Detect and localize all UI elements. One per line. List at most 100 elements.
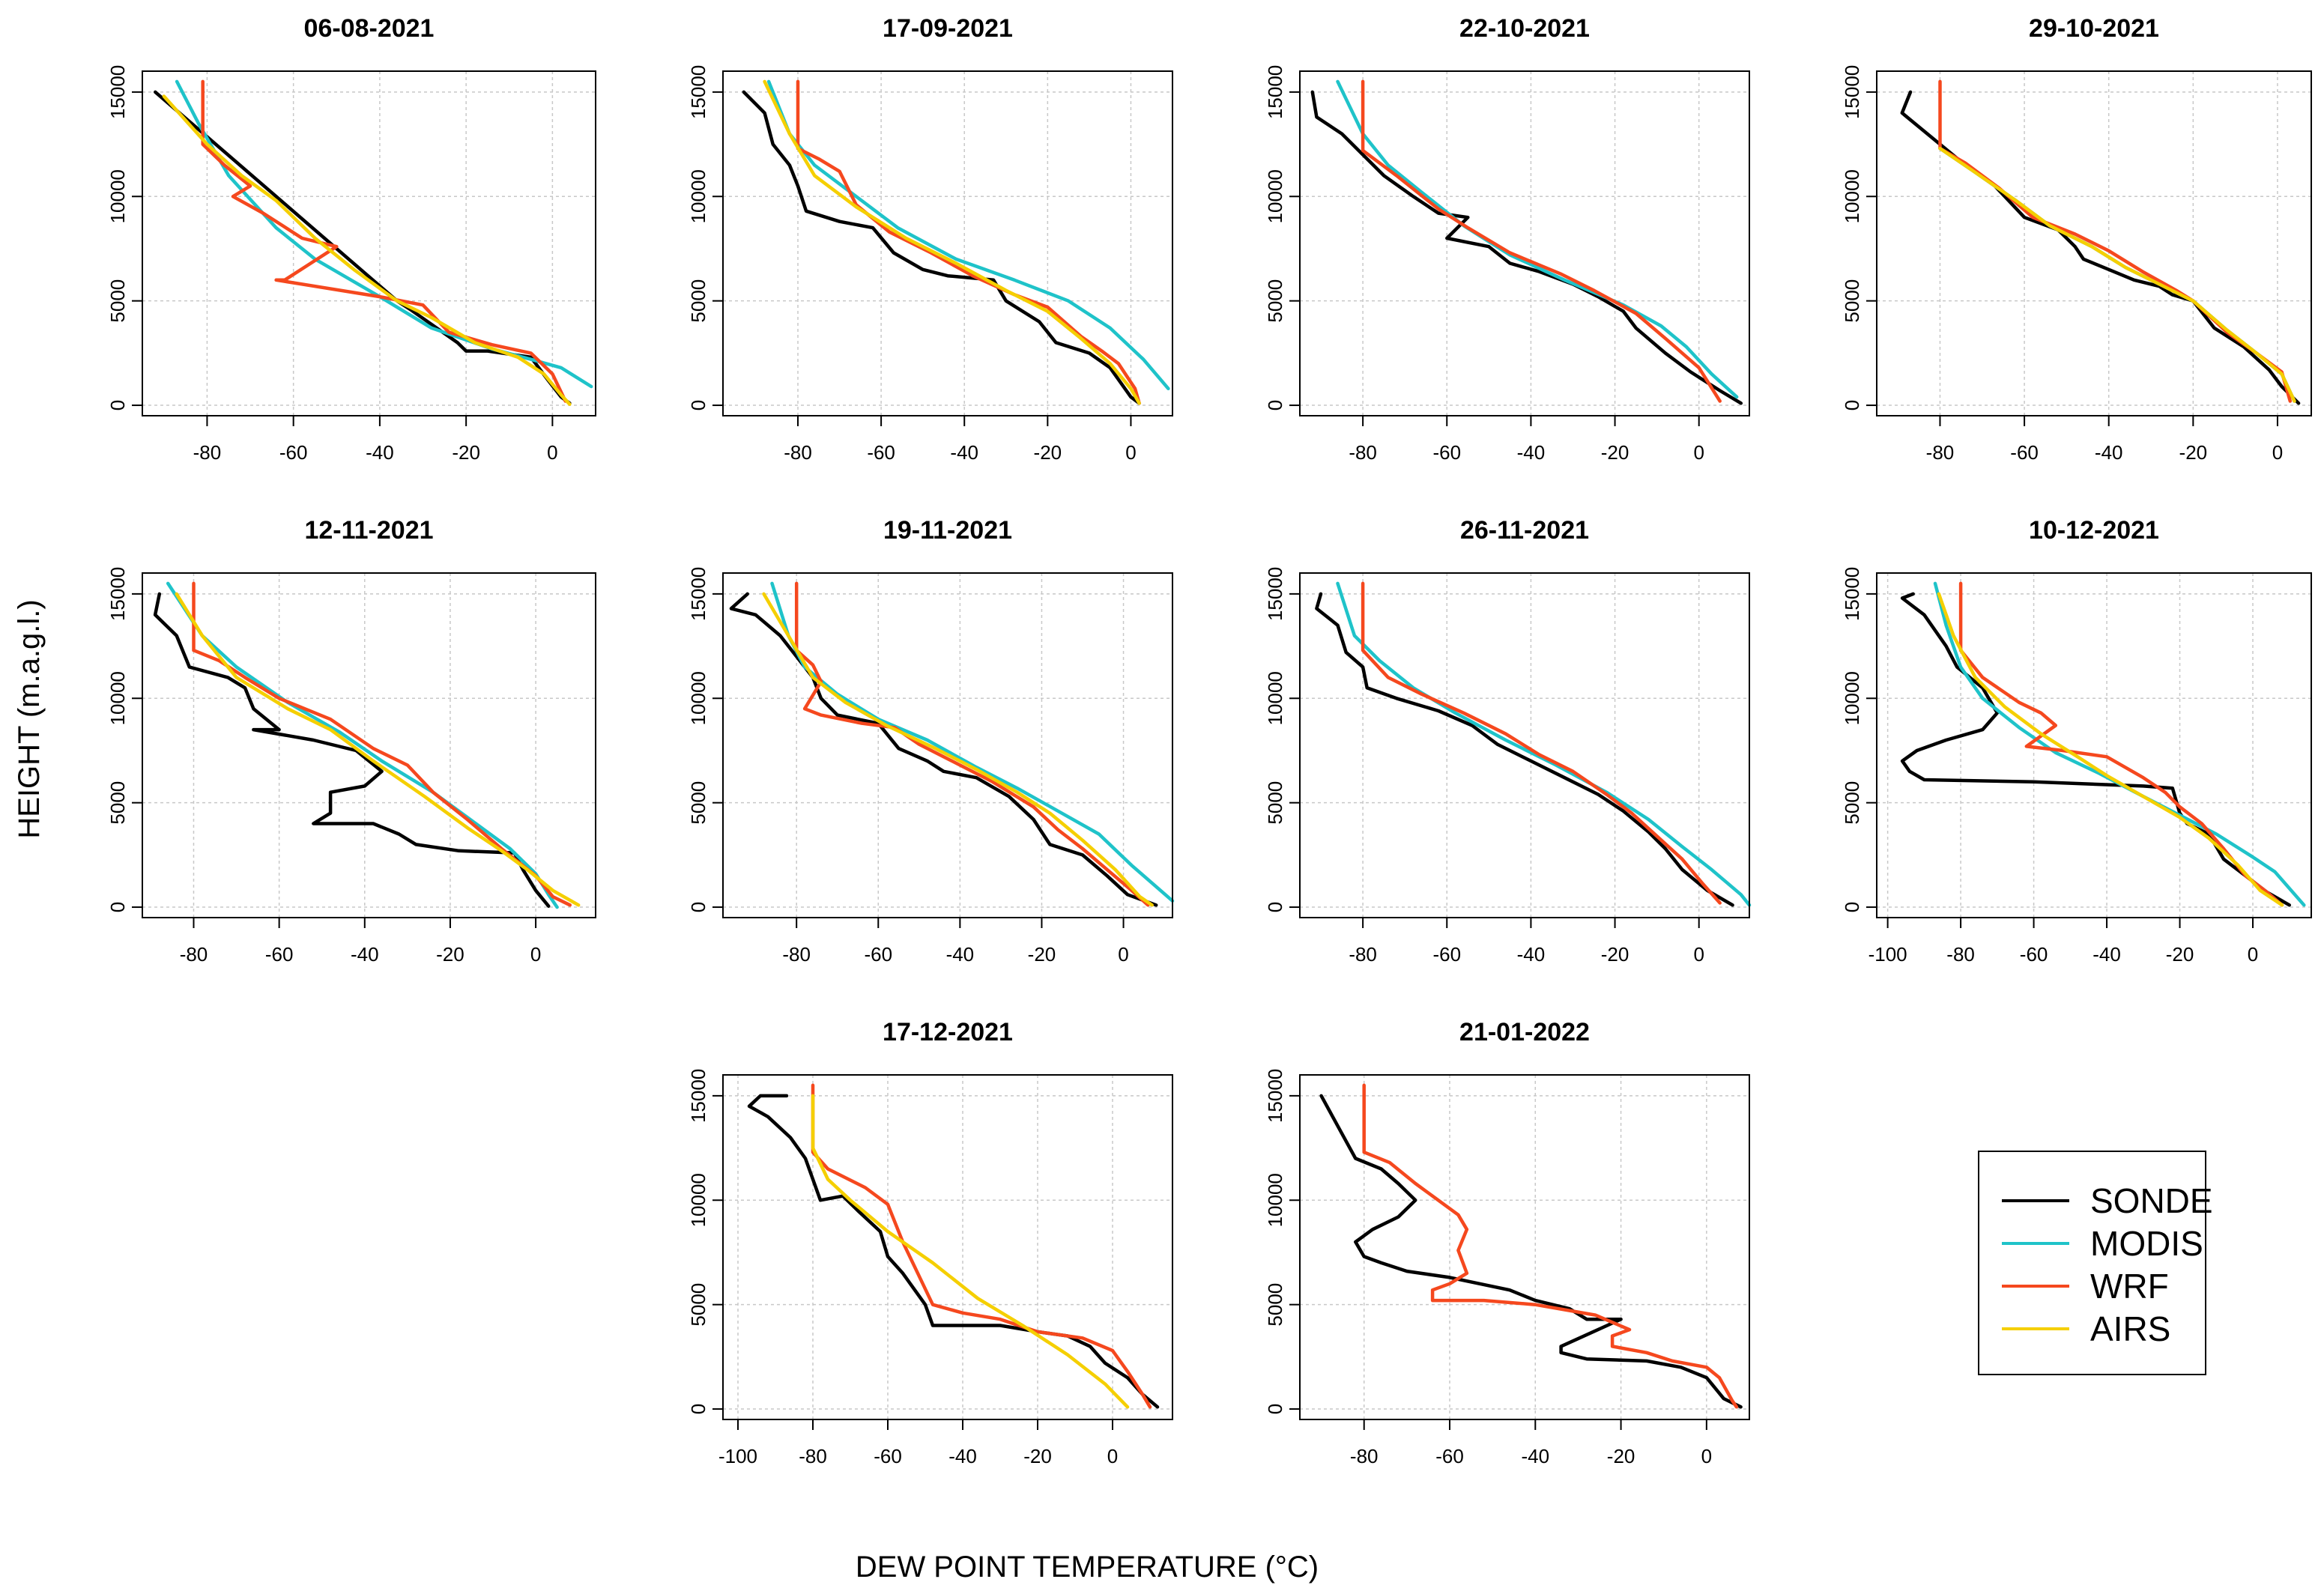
y-tick-label: 0	[1264, 902, 1286, 912]
plot-frame	[1299, 70, 1750, 416]
series-modis	[175, 79, 593, 389]
x-tick-label: -40	[2092, 943, 2121, 966]
series-wrf	[1938, 79, 2293, 403]
y-tick-label: 10000	[1841, 169, 1863, 223]
series-modis	[1336, 79, 1739, 399]
x-tick-label: -60	[2010, 441, 2039, 464]
x-tick-label: -40	[1517, 441, 1546, 464]
plot-frame	[722, 572, 1173, 918]
y-tick-label: 10000	[687, 671, 709, 725]
y-tick-label: 5000	[1841, 781, 1863, 825]
y-tick-label: 10000	[687, 169, 709, 223]
y-tick-label: 15000	[106, 65, 129, 119]
y-tick-label: 5000	[1264, 781, 1286, 825]
series-wrf	[192, 581, 572, 907]
x-tick-label: -80	[1946, 943, 1975, 966]
panel-3: 22-10-2021 -80 -60 -40 -20 0 0 5000 10000 15000	[1264, 14, 1750, 464]
series-sonde	[153, 592, 551, 908]
plot-frame	[1876, 572, 2312, 918]
panel-8: 10-12-2021 -100 -80 -60 -40 -20 0 0 5000 10000 150…	[1841, 516, 2312, 966]
y-tick-label: 15000	[1841, 65, 1863, 119]
series-airs	[175, 592, 581, 907]
series-airs	[763, 79, 1141, 405]
y-tick-label: 15000	[1264, 1069, 1286, 1123]
x-tick-label: -100	[718, 1445, 757, 1467]
x-tick-label: -20	[1034, 441, 1062, 464]
x-tick-label: -20	[1601, 441, 1629, 464]
y-tick-label: 10000	[1264, 169, 1286, 223]
x-tick-label: -60	[1432, 943, 1461, 966]
y-tick-label: 5000	[1264, 1283, 1286, 1327]
y-tick-label: 0	[1264, 1404, 1286, 1414]
y-tick-label: 15000	[687, 567, 709, 621]
grid	[723, 1075, 1172, 1419]
x-tick-label: 0	[2248, 943, 2258, 966]
panel-title: 22-10-2021	[1459, 14, 1590, 43]
panel-7: 26-11-2021 -80 -60 -40 -20 0 0 5000 10000 15000	[1264, 516, 1752, 966]
plot-frame	[722, 70, 1173, 416]
panel-title: 19-11-2021	[883, 516, 1012, 545]
panel-6: 19-11-2021 -80 -60 -40 -20 0 0 5000 10000 15000	[687, 516, 1175, 966]
x-tick-label: -80	[1349, 943, 1377, 966]
y-axis-title: HEIGHT (m.a.g.l.)	[13, 599, 46, 838]
y-tick-label: 0	[106, 902, 129, 912]
x-tick-label: -40	[950, 441, 978, 464]
plot-frame	[1876, 70, 2312, 416]
panel-title: 21-01-2022	[1459, 1018, 1590, 1046]
series-sonde	[729, 592, 1158, 907]
x-tick-label: -80	[782, 943, 811, 966]
y-tick-label: 0	[106, 400, 129, 410]
y-tick-label: 5000	[106, 781, 129, 825]
panel-2: 17-09-2021 -80 -60 -40 -20 0 0 5000 10000 15000	[687, 14, 1173, 464]
x-tick-label: -20	[1023, 1445, 1052, 1467]
y-tick-label: 0	[1841, 902, 1863, 912]
x-tick-label: 0	[1107, 1445, 1118, 1467]
series-airs	[1937, 592, 2284, 907]
panel-5: 12-11-2021 -80 -60 -40 -20 0 0 5000 10000 15000	[106, 516, 596, 966]
y-tick-label: 10000	[1264, 1173, 1286, 1227]
grid	[142, 573, 596, 918]
series-modis	[770, 581, 1175, 903]
x-tick-label: 0	[1693, 441, 1704, 464]
series-sonde	[747, 1094, 1160, 1409]
series-wrf	[794, 581, 1150, 907]
x-tick-label: -60	[2020, 943, 2048, 966]
series-sonde	[1319, 1094, 1743, 1409]
panel-4: 29-10-2021 -80 -60 -40 -20 0 0 5000 10000 15000	[1841, 14, 2312, 464]
plot-frame	[1299, 1074, 1750, 1420]
plot-frame	[722, 1074, 1173, 1420]
panel-title: 06-08-2021	[304, 14, 435, 43]
grid	[1877, 573, 2311, 918]
y-tick-label: 5000	[106, 279, 129, 323]
series-modis	[1933, 581, 2306, 907]
x-tick-label: -40	[366, 441, 394, 464]
series-sonde	[1900, 90, 2301, 405]
legend-label-sonde: SONDE	[2090, 1181, 2213, 1220]
grid	[1300, 71, 1749, 416]
x-tick-label: -60	[867, 441, 895, 464]
x-tick-label: -20	[436, 943, 465, 966]
x-tick-label: -20	[1607, 1445, 1635, 1467]
grid	[142, 71, 596, 416]
x-tick-label: -60	[1432, 441, 1461, 464]
panel-title: 26-11-2021	[1460, 516, 1589, 545]
legend-label-airs: AIRS	[2090, 1309, 2170, 1348]
y-tick-label: 0	[1841, 400, 1863, 410]
panel-title: 10-12-2021	[2029, 516, 2159, 545]
y-tick-label: 5000	[687, 279, 709, 323]
y-tick-label: 5000	[687, 1283, 709, 1327]
x-tick-label: -20	[1601, 943, 1629, 966]
x-tick-label: 0	[2272, 441, 2283, 464]
x-tick-label: 0	[1693, 943, 1704, 966]
x-tick-label: -60	[279, 441, 308, 464]
series-sonde	[1310, 90, 1743, 405]
series-airs	[762, 592, 1154, 907]
x-tick-label: -40	[948, 1445, 977, 1467]
series-sonde	[154, 90, 572, 405]
y-tick-label: 0	[687, 400, 709, 410]
series-sonde	[742, 90, 1141, 405]
y-tick-label: 15000	[106, 567, 129, 621]
series-airs	[162, 94, 572, 406]
y-tick-label: 15000	[1264, 65, 1286, 119]
